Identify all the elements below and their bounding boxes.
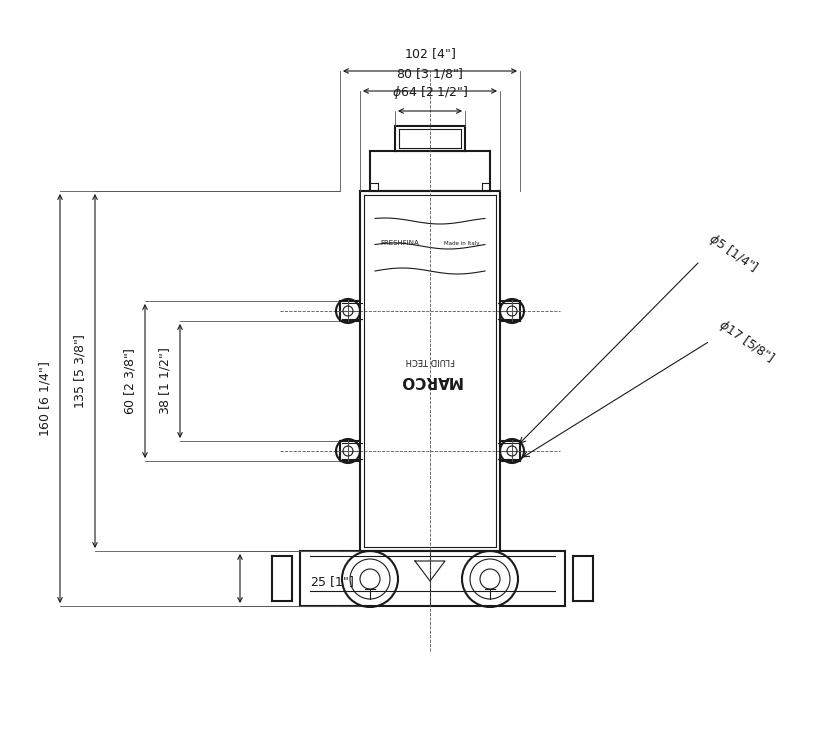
Text: 60 $\mathregular{[}$2 3/8"$\mathregular{]}$: 60 $\mathregular{[}$2 3/8"$\mathregular{… xyxy=(122,347,137,415)
Text: FRESHFINA: FRESHFINA xyxy=(380,240,419,246)
Text: $\phi$64 $\mathregular{[}$2 1/2"$\mathregular{]}$: $\phi$64 $\mathregular{[}$2 1/2"$\mathre… xyxy=(392,84,468,101)
Text: 160 $\mathregular{[}$6 1/4"$\mathregular{]}$: 160 $\mathregular{[}$6 1/4"$\mathregular… xyxy=(37,360,52,436)
Text: 38 $\mathregular{[}$1 1/2"$\mathregular{]}$: 38 $\mathregular{[}$1 1/2"$\mathregular{… xyxy=(157,347,172,415)
Text: MARCO: MARCO xyxy=(399,373,461,388)
Text: 135 $\mathregular{[}$5 3/8"$\mathregular{]}$: 135 $\mathregular{[}$5 3/8"$\mathregular… xyxy=(72,333,87,409)
Text: 102 $\mathregular{[}$4"$\mathregular{]}$: 102 $\mathregular{[}$4"$\mathregular{]}$ xyxy=(404,46,456,61)
Text: $\phi$17 $\mathregular{[}$5/8"$\mathregular{]}$: $\phi$17 $\mathregular{[}$5/8"$\mathregu… xyxy=(715,315,777,366)
Text: FLUID TECH: FLUID TECH xyxy=(405,357,455,366)
Text: Made in Italy: Made in Italy xyxy=(444,240,480,246)
Text: $\phi$5 $\mathregular{[}$1/4"$\mathregular{]}$: $\phi$5 $\mathregular{[}$1/4"$\mathregul… xyxy=(705,230,761,276)
Text: 25 $\mathregular{[}$1"$\mathregular{]}$: 25 $\mathregular{[}$1"$\mathregular{]}$ xyxy=(310,574,354,589)
Text: 80 $\mathregular{[}$3 1/8"$\mathregular{]}$: 80 $\mathregular{[}$3 1/8"$\mathregular{… xyxy=(396,66,464,81)
